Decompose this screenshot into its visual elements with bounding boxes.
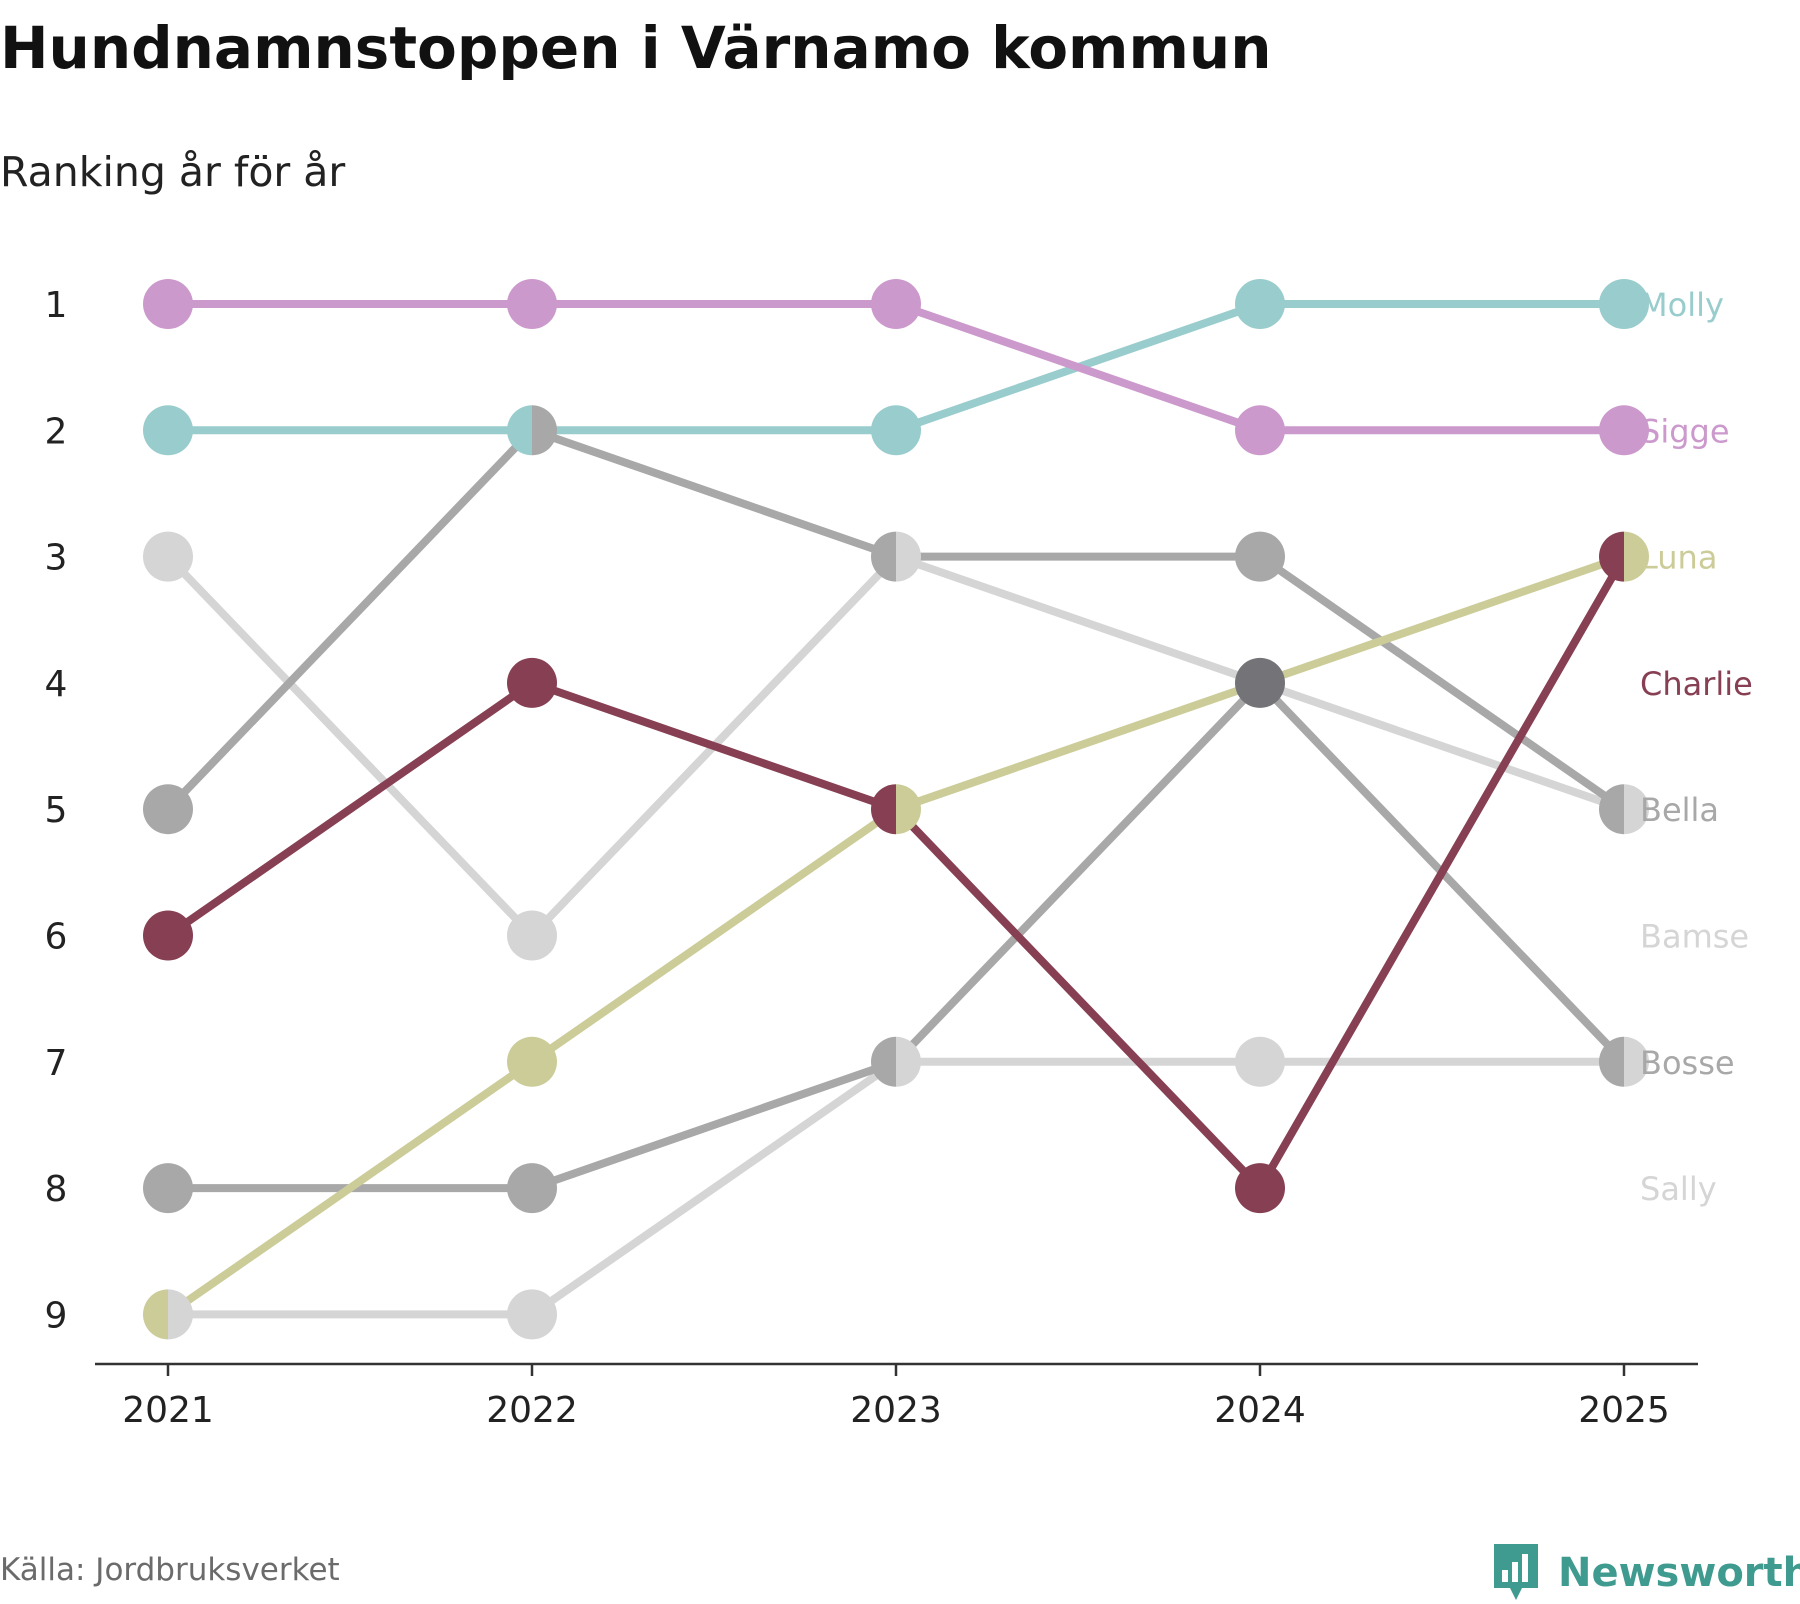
point-bamse-2025 (1624, 784, 1649, 835)
point-luna-2022 (507, 1036, 557, 1087)
point-luna-2021 (143, 1289, 168, 1340)
point-bella-2023 (871, 531, 896, 582)
source-note: Källa: Jordbruksverket (0, 1552, 340, 1588)
point-molly-2025 (1599, 279, 1649, 329)
series-line-bamse (164, 552, 1628, 940)
point-bosse-2021 (143, 1163, 193, 1214)
point-bella-2021 (143, 784, 193, 835)
point-molly-2022 (506, 405, 532, 456)
point-charlie-2022 (507, 657, 557, 708)
x-tick-label: 2024 (1214, 1390, 1306, 1431)
y-tick-label: 1 (45, 285, 68, 326)
x-tick-label: 2025 (1578, 1390, 1670, 1431)
series-markers (143, 279, 1649, 1340)
point-sally-2021 (168, 1289, 193, 1340)
point-sally-2024 (1235, 1036, 1285, 1087)
y-tick-label: 5 (45, 790, 68, 831)
y-tick-label: 6 (45, 917, 68, 958)
point-charlie-2024 (1235, 1163, 1285, 1214)
point-charlie-2025 (1599, 531, 1624, 582)
y-tick-label: 3 (45, 538, 68, 579)
y-tick-label: 9 (45, 1295, 68, 1336)
brand-name: Newsworthy (1558, 1550, 1800, 1596)
chart-subtitle: Ranking år för år (0, 148, 346, 196)
point-bella-2022 (532, 405, 557, 456)
series-label-bamse: Bamse (1640, 918, 1749, 956)
series-label-charlie: Charlie (1640, 665, 1753, 703)
point-molly-2023 (871, 405, 921, 456)
x-tick-label: 2022 (486, 1390, 578, 1431)
point-bella-2024 (1235, 531, 1285, 582)
series-label-molly: Molly (1640, 286, 1724, 324)
newsworthy-brand[interactable]: Newsworthy (1490, 1542, 1800, 1604)
y-tick-label: 7 (45, 1043, 68, 1084)
x-tick-label: 2021 (122, 1390, 214, 1431)
point-sigge-2021 (143, 279, 193, 329)
point-sally-2025 (1624, 1036, 1649, 1087)
series-labels: Molly Sigge Luna Charlie Bella Bamse Bosse Sall… (1640, 286, 1753, 1208)
point-sigge-2025 (1599, 405, 1649, 456)
x-axis: 1 2 3 4 5 6 7 8 9 2021 2022 2023 2024 2025 (45, 285, 1698, 1431)
point-sigge-2023 (871, 279, 921, 329)
point-bamse-bosse-luna-2024 (1235, 657, 1285, 708)
point-luna-2025 (1624, 531, 1649, 582)
point-bosse-2023 (871, 1036, 896, 1087)
point-charlie-2023 (871, 784, 896, 835)
series-label-sigge: Sigge (1640, 412, 1730, 450)
series-label-bella: Bella (1640, 791, 1719, 829)
newsworthy-logo-icon (1494, 1544, 1538, 1600)
point-bamse-2022 (507, 910, 557, 961)
y-tick-label: 2 (45, 411, 68, 452)
point-luna-2023 (896, 784, 921, 835)
y-tick-label: 4 (45, 664, 68, 705)
point-molly-2021 (143, 405, 193, 456)
point-bamse-2023 (896, 531, 921, 582)
point-bamse-2021 (143, 531, 193, 582)
point-sally-2022 (507, 1289, 557, 1340)
series-label-luna: Luna (1640, 539, 1717, 577)
series-line-charlie (164, 552, 1628, 1193)
series-line-bella (164, 426, 1628, 814)
point-sally-2023 (896, 1036, 921, 1087)
point-molly-2024 (1235, 279, 1285, 329)
point-bosse-2025 (1599, 1036, 1624, 1087)
point-sigge-2024 (1235, 405, 1285, 456)
chart-title: Hundnamnstoppen i Värnamo kommun (0, 14, 1272, 82)
series-label-sally: Sally (1640, 1170, 1717, 1208)
point-bosse-2022 (507, 1163, 557, 1214)
y-tick-label: 8 (45, 1169, 68, 1210)
point-bella-2025 (1599, 784, 1624, 835)
point-charlie-2021 (143, 910, 193, 961)
series-label-bosse: Bosse (1640, 1044, 1735, 1082)
x-tick-label: 2023 (850, 1390, 942, 1431)
point-sigge-2022 (507, 279, 557, 329)
